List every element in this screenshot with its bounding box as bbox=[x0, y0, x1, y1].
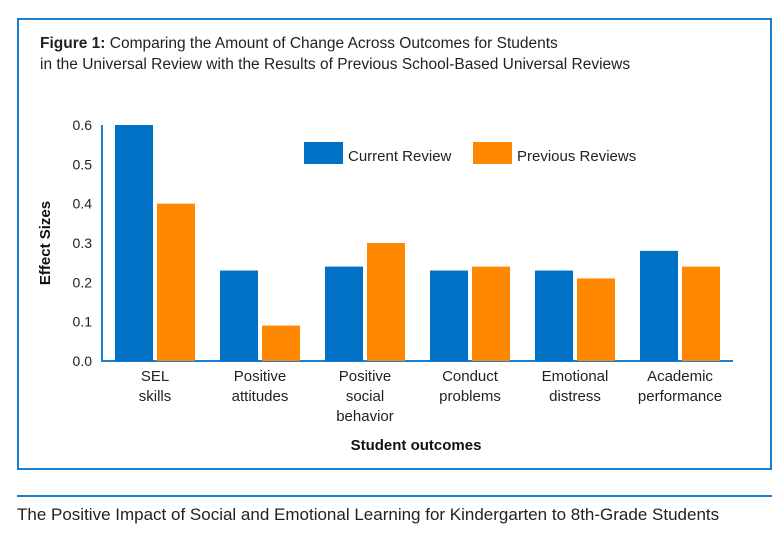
title-line-1: Comparing the Amount of Change Across Ou… bbox=[109, 35, 558, 52]
y-tick-label: 0.6 bbox=[73, 117, 93, 133]
y-axis-label: Effect Sizes bbox=[37, 201, 54, 285]
title-line-2: in the Universal Review with the Results… bbox=[40, 56, 631, 73]
y-tick-label: 0.4 bbox=[73, 196, 93, 212]
figure-title: Figure 1: Comparing the Amount of Change… bbox=[40, 33, 630, 75]
x-tick-label: behavior bbox=[336, 408, 394, 425]
bar-previous bbox=[577, 278, 615, 361]
bar-current bbox=[640, 250, 678, 361]
divider bbox=[17, 495, 772, 497]
caption: The Positive Impact of Social and Emotio… bbox=[17, 505, 720, 524]
bar-current bbox=[325, 266, 363, 361]
legend-swatch-0 bbox=[304, 142, 343, 164]
y-tick-label: 0.1 bbox=[73, 314, 93, 330]
x-tick-label: skills bbox=[139, 388, 172, 405]
bar-current bbox=[220, 270, 258, 361]
bar-current bbox=[115, 125, 153, 361]
bar-chart: 0.0 0.1 0.2 0.3 0.4 0.5 0.6 SEL skills Positive at… bbox=[37, 117, 733, 454]
x-tick-label: Conduct bbox=[442, 368, 499, 385]
bar-current bbox=[430, 270, 468, 361]
bar-previous bbox=[262, 325, 300, 361]
x-tick-label: problems bbox=[439, 388, 501, 405]
legend-label: Previous Reviews bbox=[517, 148, 636, 165]
x-tick-label: distress bbox=[549, 388, 601, 405]
x-tick-label: Emotional bbox=[542, 368, 609, 385]
y-tick-label: 0.0 bbox=[73, 353, 93, 369]
bar-previous bbox=[157, 203, 195, 361]
x-tick-label: social bbox=[346, 388, 384, 405]
figure-frame bbox=[17, 18, 772, 470]
y-tick-label: 0.3 bbox=[73, 235, 93, 251]
x-tick-label: Positive bbox=[234, 368, 287, 385]
x-tick-label: SEL bbox=[141, 368, 169, 385]
x-tick-label: performance bbox=[638, 388, 722, 405]
y-tick-label: 0.2 bbox=[73, 274, 93, 290]
figure-label: Figure 1: bbox=[40, 35, 106, 52]
x-tick-label: attitudes bbox=[232, 388, 289, 405]
bar-previous bbox=[367, 243, 405, 361]
legend-label: Current Review bbox=[348, 148, 452, 165]
x-axis-label: Student outcomes bbox=[351, 437, 482, 454]
y-tick-label: 0.5 bbox=[73, 156, 93, 172]
x-tick-label: Academic bbox=[647, 368, 713, 385]
legend-swatch-1 bbox=[473, 142, 512, 164]
x-tick-label: Positive bbox=[339, 368, 392, 385]
bar-previous bbox=[682, 266, 720, 361]
bar-current bbox=[535, 270, 573, 361]
bar-previous bbox=[472, 266, 510, 361]
